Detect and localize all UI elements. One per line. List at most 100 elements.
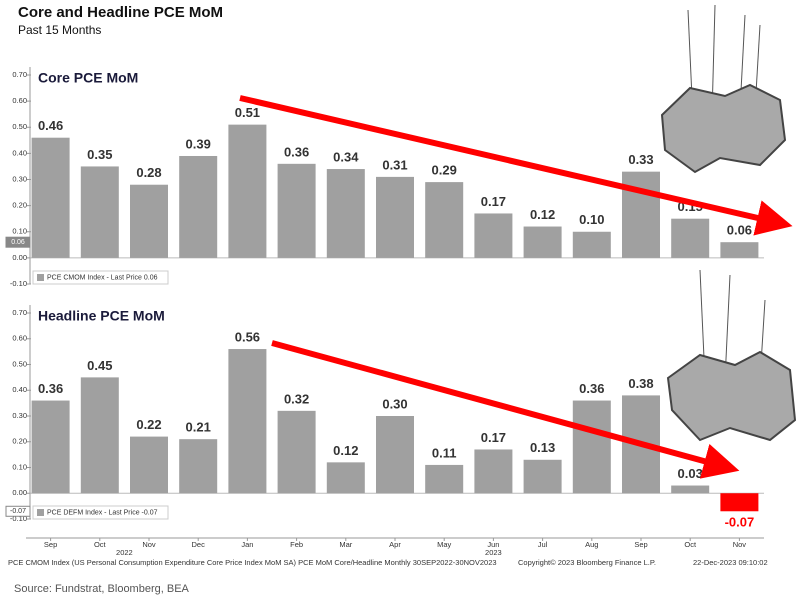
rock-icon — [666, 269, 797, 442]
bar — [80, 377, 119, 494]
value-label: 0.06 — [727, 223, 752, 238]
bar — [376, 416, 414, 494]
y-tick-label: 0.30 — [12, 174, 27, 183]
bar — [474, 449, 513, 494]
x-tick-label: Nov — [733, 540, 747, 549]
bar — [326, 169, 365, 258]
x-tick-label: Feb — [290, 540, 303, 549]
chart-title: Core PCE MoM — [38, 70, 138, 86]
value-label: 0.46 — [38, 118, 63, 133]
value-label: 0.30 — [382, 396, 407, 411]
bar — [31, 137, 70, 258]
bar — [474, 213, 513, 258]
value-label: 0.10 — [579, 212, 604, 227]
footer-description: PCE CMOM Index (US Personal Consumption … — [8, 558, 497, 567]
x-tick-label: May — [437, 540, 451, 549]
value-label: 0.29 — [432, 163, 457, 178]
y-tick-label: 0.70 — [12, 308, 27, 317]
x-tick-label: Nov — [142, 540, 156, 549]
y-tick-label: 0.60 — [12, 96, 27, 105]
footer-timestamp: 22-Dec-2023 09:10:02 — [693, 558, 768, 567]
legend-label: PCE CMOM Index - Last Price 0.06 — [47, 274, 158, 281]
value-label: 0.21 — [186, 420, 211, 435]
y-tick-label: 0.40 — [12, 148, 27, 157]
value-label: 0.13 — [530, 440, 555, 455]
value-label: 0.31 — [382, 157, 407, 172]
x-tick-label: Oct — [684, 540, 697, 549]
value-label: -0.07 — [725, 515, 755, 530]
legend-box — [32, 270, 169, 285]
y-tick-label: 0.60 — [12, 334, 27, 343]
x-tick-label: Jun — [487, 540, 499, 549]
last-price-label: -0.07 — [10, 508, 26, 515]
value-label: 0.35 — [87, 147, 112, 162]
y-tick-label: 0.20 — [12, 437, 27, 446]
value-label: 0.17 — [481, 430, 506, 445]
y-tick-label: -0.10 — [10, 279, 27, 288]
bar — [425, 182, 464, 258]
bar — [31, 400, 70, 494]
y-tick-label: 0.00 — [12, 488, 27, 497]
value-label: 0.12 — [530, 207, 555, 222]
y-tick-label: 0.30 — [12, 411, 27, 420]
x-tick-label: Oct — [94, 540, 107, 549]
value-label: 0.36 — [579, 381, 604, 396]
y-tick-label: 0.70 — [12, 70, 27, 79]
bar — [720, 242, 759, 258]
x-tick-label: Sep — [634, 540, 647, 549]
value-label: 0.51 — [235, 105, 260, 120]
bar — [326, 462, 365, 494]
x-year-label: 2022 — [116, 548, 133, 557]
value-label: 0.12 — [333, 443, 358, 458]
value-label: 0.17 — [481, 194, 506, 209]
bar — [523, 459, 562, 494]
bar — [130, 436, 168, 494]
bar — [425, 464, 464, 494]
x-tick-label: Jan — [241, 540, 253, 549]
bar — [80, 166, 119, 258]
x-year-label: 2023 — [485, 548, 502, 557]
trend-arrow — [239, 95, 793, 236]
bar — [130, 184, 168, 258]
x-tick-label: Aug — [585, 540, 598, 549]
value-label: 0.34 — [333, 149, 359, 164]
footer-copyright: Copyright© 2023 Bloomberg Finance L.P. — [518, 558, 656, 567]
y-tick-label: -0.10 — [10, 514, 27, 523]
value-label: 0.28 — [136, 165, 161, 180]
bar — [376, 176, 414, 258]
rock-icon — [660, 4, 787, 174]
legend-box — [32, 505, 169, 520]
y-tick-label: 0.00 — [12, 253, 27, 262]
value-label: 0.33 — [628, 152, 653, 167]
value-label: 0.32 — [284, 391, 309, 406]
last-price-label: 0.06 — [11, 239, 25, 246]
bar — [622, 171, 660, 258]
legend-swatch — [37, 274, 44, 281]
bar — [179, 439, 218, 494]
legend-label: PCE DEFM Index - Last Price -0.07 — [47, 509, 158, 516]
trend-arrow — [271, 340, 740, 479]
y-tick-label: 0.20 — [12, 201, 27, 210]
y-tick-label: 0.50 — [12, 359, 27, 368]
bar — [228, 349, 267, 494]
x-tick-label: Dec — [192, 540, 206, 549]
x-tick-label: Jul — [538, 540, 548, 549]
bar — [179, 155, 218, 258]
value-label: 0.36 — [38, 381, 63, 396]
last-price-tag — [5, 236, 31, 248]
source-note: Source: Fundstrat, Bloomberg, BEA — [14, 583, 190, 595]
x-tick-label: Apr — [389, 540, 401, 549]
value-label: 0.22 — [136, 417, 161, 432]
bar — [671, 218, 710, 258]
chart-title: Headline PCE MoM — [38, 308, 165, 324]
value-label: 0.36 — [284, 144, 309, 159]
bar — [228, 124, 267, 258]
bar — [523, 226, 562, 258]
bar — [572, 400, 611, 494]
value-label: 0.56 — [235, 329, 260, 344]
y-tick-label: 0.10 — [12, 462, 27, 471]
value-label: 0.11 — [432, 445, 457, 460]
bar — [671, 485, 710, 494]
